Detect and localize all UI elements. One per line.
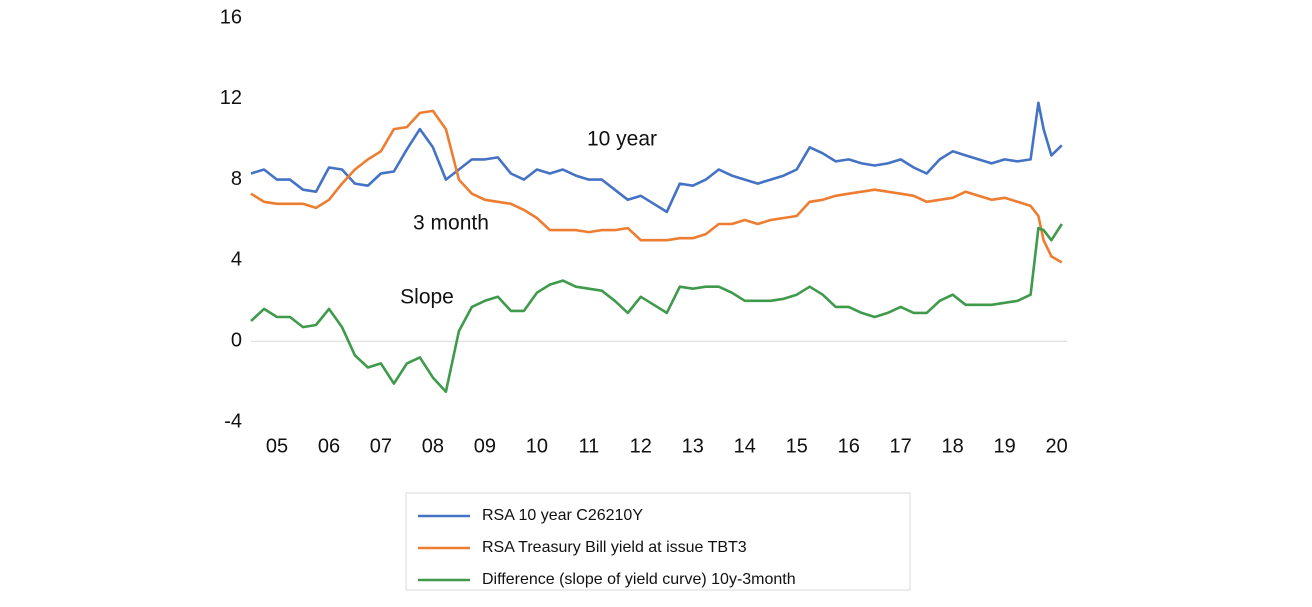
y-tick-label: 16: [220, 6, 242, 28]
x-tick-label: 13: [682, 435, 704, 457]
legend: RSA 10 year C26210Y RSA Treasury Bill yie…: [405, 492, 911, 591]
x-tick-label: 10: [526, 435, 548, 457]
x-tick-label: 06: [318, 435, 340, 457]
legend-label: RSA 10 year C26210Y: [482, 507, 643, 524]
x-tick-label: 12: [630, 435, 652, 457]
x-tick-label: 14: [734, 435, 756, 457]
x-tick-label: 09: [474, 435, 496, 457]
legend-label: RSA Treasury Bill yield at issue TBT3: [482, 539, 747, 556]
y-tick-label: 0: [231, 329, 242, 351]
y-tick-label: -4: [224, 410, 242, 432]
legend-box: [405, 492, 911, 591]
y-tick-label: 12: [220, 87, 242, 109]
x-tick-label: 16: [838, 435, 860, 457]
x-tick-label: 19: [994, 435, 1016, 457]
x-tick-label: 18: [942, 435, 964, 457]
annotation: 10 year: [587, 128, 657, 151]
x-tick-label: 17: [890, 435, 912, 457]
annotation: Slope: [400, 286, 454, 309]
x-tick-label: 20: [1045, 435, 1067, 457]
annotation: 3 month: [413, 212, 489, 235]
y-tick-label: 4: [231, 249, 242, 271]
series-line: [250, 109, 1063, 264]
x-tick-label: 11: [578, 435, 599, 457]
x-tick-label: 05: [266, 435, 288, 457]
x-tick-label: 08: [422, 435, 444, 457]
x-tick-label: 15: [786, 435, 808, 457]
series-line: [250, 223, 1063, 393]
x-tick-label: 07: [370, 435, 392, 457]
legend-label: Difference (slope of yield curve) 10y-3m…: [482, 571, 796, 588]
series-line: [250, 101, 1063, 214]
y-tick-label: 8: [231, 168, 242, 190]
